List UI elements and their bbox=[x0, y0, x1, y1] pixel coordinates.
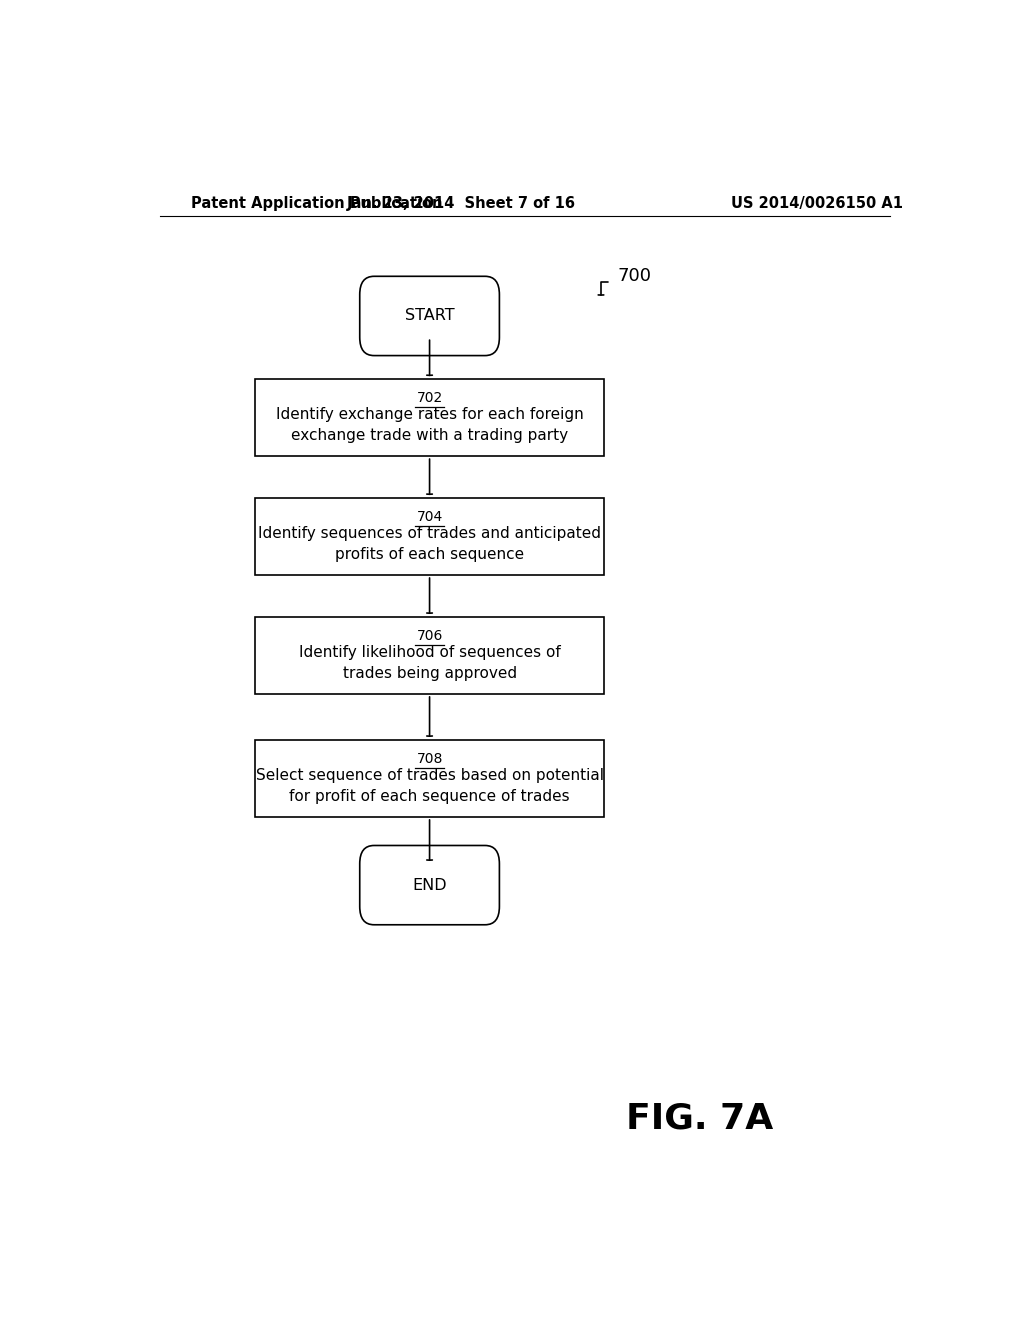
Text: US 2014/0026150 A1: US 2014/0026150 A1 bbox=[731, 195, 903, 211]
Text: Select sequence of trades based on potential
for profit of each sequence of trad: Select sequence of trades based on poten… bbox=[256, 768, 603, 804]
Text: Patent Application Publication: Patent Application Publication bbox=[191, 195, 443, 211]
Text: 706: 706 bbox=[417, 628, 442, 643]
Bar bbox=[255, 379, 604, 455]
Text: Identify sequences of trades and anticipated
profits of each sequence: Identify sequences of trades and anticip… bbox=[258, 527, 601, 562]
FancyBboxPatch shape bbox=[359, 276, 500, 355]
Text: Identify exchange rates for each foreign
exchange trade with a trading party: Identify exchange rates for each foreign… bbox=[275, 407, 584, 444]
Text: END: END bbox=[413, 878, 446, 892]
Text: 708: 708 bbox=[417, 751, 442, 766]
Text: START: START bbox=[404, 309, 455, 323]
Bar bbox=[255, 499, 604, 574]
FancyBboxPatch shape bbox=[359, 846, 500, 925]
Text: 704: 704 bbox=[417, 510, 442, 524]
Text: FIG. 7A: FIG. 7A bbox=[626, 1102, 773, 1137]
Text: Jan. 23, 2014  Sheet 7 of 16: Jan. 23, 2014 Sheet 7 of 16 bbox=[347, 195, 575, 211]
Bar bbox=[255, 741, 604, 817]
Text: 700: 700 bbox=[617, 267, 651, 285]
Text: 702: 702 bbox=[417, 391, 442, 405]
Bar bbox=[255, 618, 604, 693]
Text: Identify likelihood of sequences of
trades being approved: Identify likelihood of sequences of trad… bbox=[299, 645, 560, 681]
